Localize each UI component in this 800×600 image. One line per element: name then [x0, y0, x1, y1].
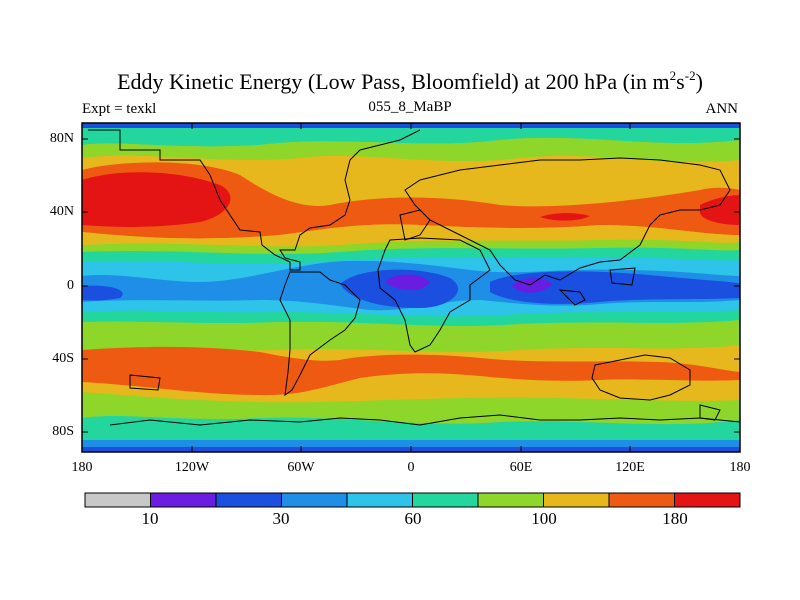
coastlines — [88, 129, 740, 426]
lat-label-80s: 80S — [52, 424, 74, 439]
colorbar-label-30: 30 — [272, 509, 290, 528]
colorbar-box-3 — [281, 492, 348, 508]
lon-label-60w: 60W — [287, 460, 315, 475]
lat-label-0: 0 — [67, 278, 74, 293]
contour-fill — [82, 123, 740, 452]
season-label: ANN — [705, 101, 739, 117]
colorbar-box-6 — [477, 492, 544, 508]
lat-label-40s: 40S — [52, 351, 74, 366]
colorbar — [84, 492, 741, 508]
lon-label-60e: 60E — [509, 460, 533, 475]
colorbar-box-0 — [84, 492, 151, 508]
colorbar-box-4 — [346, 492, 413, 508]
case-label: 055_8_MaBP — [368, 99, 452, 115]
colorbar-label-180: 180 — [662, 509, 688, 528]
lon-label-180e: 180 — [729, 460, 751, 475]
lon-label-120e: 120E — [615, 460, 645, 475]
lon-label-0: 0 — [407, 460, 415, 475]
lat-label-80n: 80N — [49, 131, 74, 146]
lat-label-40n: 40N — [49, 204, 74, 219]
colorbar-box-9 — [674, 492, 741, 508]
colorbar-box-1 — [150, 492, 217, 508]
colorbar-label-60: 60 — [404, 509, 422, 528]
colorbar-box-5 — [412, 492, 479, 508]
colorbar-label-10: 10 — [141, 509, 159, 528]
colorbar-box-8 — [608, 492, 675, 508]
lon-label-120w: 120W — [174, 460, 210, 475]
lon-label-180w: 180 — [71, 460, 93, 475]
colorbar-box-7 — [543, 492, 610, 508]
map-title: Eddy Kinetic Energy (Low Pass, Bloomfiel… — [117, 68, 703, 94]
experiment-label: Expt = texkl — [82, 101, 157, 117]
colorbar-box-2 — [215, 492, 282, 508]
axis-ticks — [81, 123, 741, 452]
colorbar-label-100: 100 — [531, 509, 557, 528]
